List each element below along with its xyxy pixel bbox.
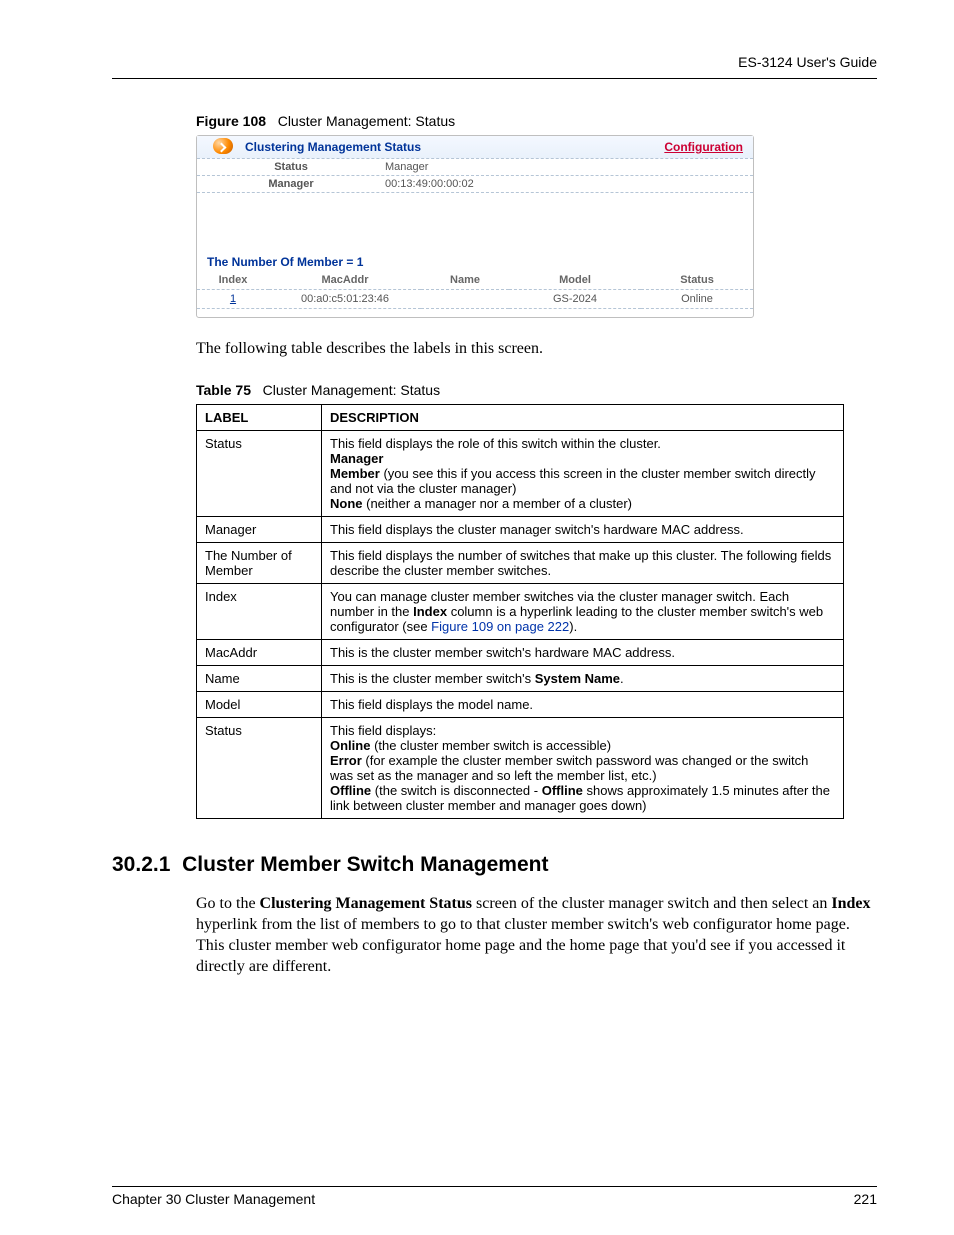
col-status: Status	[641, 271, 753, 290]
table-caption: Table 75 Cluster Management: Status	[196, 382, 877, 398]
member-table-header-row: Index MacAddr Name Model Status	[197, 271, 753, 290]
status-manager: Manager	[330, 451, 383, 466]
member-mac: 00:a0:c5:01:23:46	[269, 290, 421, 309]
status-line1: This field displays the role of this swi…	[330, 436, 835, 451]
status-value: Manager	[385, 161, 428, 173]
header-rule	[112, 78, 877, 79]
manager-value: 00:13:49:00:00:02	[385, 178, 474, 190]
cell-index-desc: You can manage cluster member switches v…	[322, 584, 844, 640]
row-name: Name This is the cluster member switch's…	[197, 666, 844, 692]
cell-model-desc: This field displays the model name.	[322, 692, 844, 718]
status-none-t: (neither a manager nor a member of a clu…	[363, 496, 633, 511]
status-member-t: (you see this if you access this screen …	[330, 466, 816, 496]
header-label: LABEL	[197, 405, 322, 431]
cell-index-label: Index	[197, 584, 322, 640]
status2-l1: This field displays:	[330, 723, 835, 738]
intro-paragraph: The following table describes the labels…	[196, 340, 877, 358]
row-index: Index You can manage cluster member swit…	[197, 584, 844, 640]
cell-macaddr-label: MacAddr	[197, 640, 322, 666]
col-index: Index	[197, 271, 269, 290]
bullet-icon	[213, 138, 233, 154]
row-manager: Manager This field displays the cluster …	[197, 517, 844, 543]
name-b: System Name	[535, 671, 620, 686]
col-macaddr: MacAddr	[269, 271, 421, 290]
description-table: LABEL DESCRIPTION Status This field disp…	[196, 404, 844, 819]
table-title: Cluster Management: Status	[263, 382, 440, 398]
status-member-b: Member	[330, 466, 380, 481]
figure-title: Cluster Management: Status	[278, 113, 455, 129]
member-count-label: The Number Of Member = 1	[197, 253, 753, 271]
desc-header-row: LABEL DESCRIPTION	[197, 405, 844, 431]
member-model: GS-2024	[509, 290, 641, 309]
name-d2: .	[620, 671, 624, 686]
row-model: Model This field displays the model name…	[197, 692, 844, 718]
manager-row: Manager 00:13:49:00:00:02	[197, 176, 753, 193]
row-status: Status This field displays the role of t…	[197, 431, 844, 517]
status2-error-b: Error	[330, 753, 362, 768]
name-d1: This is the cluster member switch's	[330, 671, 535, 686]
cell-macaddr-desc: This is the cluster member switch's hard…	[322, 640, 844, 666]
screenshot-title: Clustering Management Status	[245, 140, 421, 154]
member-table: Index MacAddr Name Model Status 1 00:a0:…	[197, 271, 753, 309]
cell-status2-label: Status	[197, 718, 322, 819]
member-name	[421, 290, 509, 309]
section-title: Cluster Member Switch Management	[182, 853, 548, 876]
status2-online-b: Online	[330, 738, 370, 753]
status-none-b: None	[330, 496, 363, 511]
figure-caption: Figure 108 Cluster Management: Status	[196, 113, 877, 129]
status2-off-b2: Offline	[542, 783, 583, 798]
figure-label: Figure 108	[196, 113, 266, 129]
row-macaddr: MacAddr This is the cluster member switc…	[197, 640, 844, 666]
cell-name-desc: This is the cluster member switch's Syst…	[322, 666, 844, 692]
configuration-link[interactable]: Configuration	[664, 140, 743, 154]
member-table-row: 1 00:a0:c5:01:23:46 GS-2024 Online	[197, 290, 753, 309]
cell-manager-label: Manager	[197, 517, 322, 543]
sp-a: Go to the	[196, 895, 260, 912]
member-status: Online	[641, 290, 753, 309]
sp-b: Clustering Management Status	[260, 895, 472, 912]
status-row: Status Manager	[197, 159, 753, 176]
cell-model-label: Model	[197, 692, 322, 718]
footer-right: 221	[854, 1191, 877, 1207]
cell-numof-label: The Number of Member	[197, 543, 322, 584]
manager-label: Manager	[197, 178, 385, 190]
section-heading: 30.2.1 Cluster Member Switch Management	[112, 853, 877, 877]
table-label: Table 75	[196, 382, 251, 398]
col-model: Model	[509, 271, 641, 290]
cell-status-label: Status	[197, 431, 322, 517]
row-numof: The Number of Member This field displays…	[197, 543, 844, 584]
sp-d: Index	[831, 895, 870, 912]
sp-e: hyperlink from the list of members to go…	[196, 916, 850, 975]
section-paragraph: Go to the Clustering Management Status s…	[196, 893, 877, 977]
section-num: 30.2.1	[112, 853, 170, 876]
cell-numof-desc: This field displays the number of switch…	[322, 543, 844, 584]
page-footer: Chapter 30 Cluster Management 221	[112, 1186, 877, 1207]
status-label: Status	[197, 161, 385, 173]
running-header: ES-3124 User's Guide	[112, 54, 877, 70]
status2-online-t: (the cluster member switch is accessible…	[370, 738, 611, 753]
status2-error-t: (for example the cluster member switch p…	[330, 753, 808, 783]
index-d3: ).	[569, 619, 577, 634]
footer-left: Chapter 30 Cluster Management	[112, 1191, 315, 1207]
screenshot-panel: Clustering Management Status Configurati…	[196, 135, 754, 318]
header-description: DESCRIPTION	[322, 405, 844, 431]
index-link[interactable]: Figure 109 on page 222	[431, 619, 569, 634]
cell-manager-desc: This field displays the cluster manager …	[322, 517, 844, 543]
member-index-link[interactable]: 1	[230, 293, 236, 305]
index-b: Index	[413, 604, 447, 619]
status2-off-b1: Offline	[330, 783, 371, 798]
footer-rule	[112, 1186, 877, 1187]
status2-off-t1: (the switch is disconnected -	[371, 783, 542, 798]
screenshot-titlebar: Clustering Management Status Configurati…	[197, 136, 753, 159]
col-name: Name	[421, 271, 509, 290]
sp-c: screen of the cluster manager switch and…	[472, 895, 831, 912]
row-status2: Status This field displays: Online (the …	[197, 718, 844, 819]
cell-status2-desc: This field displays: Online (the cluster…	[322, 718, 844, 819]
cell-name-label: Name	[197, 666, 322, 692]
cell-status-desc: This field displays the role of this swi…	[322, 431, 844, 517]
